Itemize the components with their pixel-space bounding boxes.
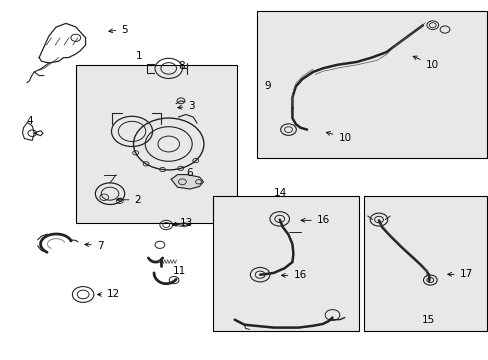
Text: 14: 14 (273, 188, 286, 198)
Text: 6: 6 (185, 168, 192, 178)
Polygon shape (171, 175, 203, 189)
Text: 9: 9 (264, 81, 270, 91)
Text: 10: 10 (325, 131, 351, 143)
Bar (212, 196, 359, 331)
Text: 4: 4 (27, 116, 34, 126)
Bar (364, 196, 486, 331)
Text: 8: 8 (178, 60, 185, 71)
Text: 10: 10 (412, 56, 438, 70)
Text: 16: 16 (281, 270, 306, 280)
Text: 3: 3 (178, 101, 195, 111)
Bar (256, 11, 486, 158)
Text: 12: 12 (98, 289, 120, 300)
Bar (76, 65, 237, 223)
Text: 13: 13 (172, 218, 193, 228)
Text: 2: 2 (117, 195, 141, 205)
Text: 7: 7 (85, 240, 103, 251)
Text: 15: 15 (421, 315, 434, 325)
Text: 11: 11 (172, 266, 185, 276)
Text: 17: 17 (447, 269, 472, 279)
Text: 1: 1 (136, 51, 142, 61)
Text: 5: 5 (109, 24, 128, 35)
Text: 16: 16 (301, 215, 329, 225)
